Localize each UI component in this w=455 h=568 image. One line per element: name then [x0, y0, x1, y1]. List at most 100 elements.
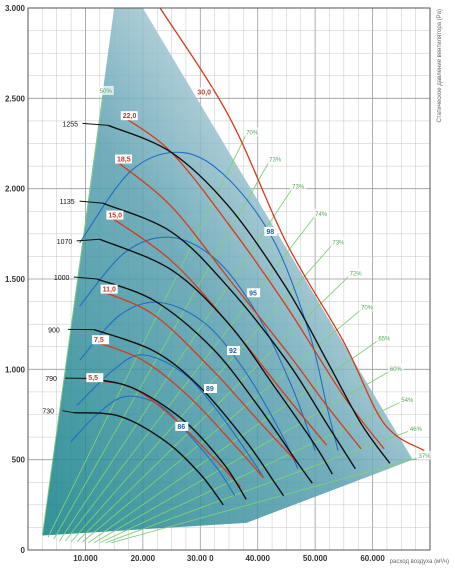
- percent-line: [70, 244, 333, 543]
- percent-label-bg: [97, 85, 114, 95]
- x-tick-label: 40.000: [245, 554, 270, 563]
- y-tick-label: 500: [12, 456, 26, 465]
- percent-label-bg: [313, 208, 330, 218]
- rpm-leader-line: [82, 122, 109, 126]
- percent-line: [76, 275, 350, 543]
- percent-line-label: 74%: [315, 212, 328, 218]
- percent-line-label: 73%: [332, 241, 345, 247]
- percent-line: [111, 457, 419, 544]
- y-axis-label: Статическое давление вентилятора (Pa): [437, 9, 443, 123]
- percent-label-bg: [290, 181, 307, 191]
- curve-labels-layer: 50% 70% 73% 73% 74% 73% 72% 70% 65% 60% 54% 46% 37% 9…: [42, 85, 433, 460]
- x-tick-label: 10.000: [73, 554, 98, 563]
- rpm-curve: [102, 202, 356, 470]
- rpm-leader-line: [79, 200, 103, 204]
- x-tick-label: 30.00 0: [187, 554, 214, 563]
- efficiency-curve-label: 89: [206, 386, 214, 393]
- y-tick-label: 2.000: [5, 185, 26, 194]
- percent-label-bg: [359, 302, 376, 312]
- power-label-bg: [100, 284, 118, 294]
- x-tick-label: 50.000: [303, 554, 328, 563]
- percent-label-bg: [387, 364, 404, 374]
- percent-line-label: 73%: [269, 158, 282, 164]
- rpm-curve-label: 730: [42, 409, 54, 416]
- rpm-leader-line: [73, 276, 97, 280]
- efficiency-curve-label: 86: [177, 424, 185, 431]
- percent-line-label: 70%: [361, 306, 374, 312]
- power-curve-label: 11,0: [103, 287, 116, 294]
- rpm-curve-label: 1135: [60, 199, 75, 206]
- power-label-bg: [120, 111, 138, 121]
- x-tick-label: 60.000: [360, 554, 385, 563]
- efficiency-label-bg: [227, 346, 240, 356]
- rpm-curve: [93, 328, 285, 497]
- power-curve-label: 7,5: [94, 337, 104, 344]
- efficiency-label-bg: [247, 288, 261, 298]
- percent-line: [41, 98, 104, 536]
- power-curve-label: 5,5: [88, 375, 98, 382]
- percent-label-bg: [416, 450, 433, 460]
- percent-line: [105, 430, 411, 544]
- power-label-bg: [92, 335, 110, 345]
- rpm-leader-line: [76, 238, 100, 242]
- percent-line-label: 37%: [419, 454, 432, 460]
- power-label-bg: [195, 87, 213, 97]
- percent-line: [93, 370, 391, 544]
- y-tick-label: 0: [21, 546, 26, 555]
- efficiency-curve: [76, 354, 264, 479]
- power-label-bg: [115, 154, 133, 164]
- y-tick-label: 1.500: [5, 275, 26, 284]
- rpm-curve: [73, 411, 224, 506]
- axes: 10.000 20.000 30.00 0 40.000 50.000 60.000 0 50…: [5, 4, 431, 563]
- percent-label-bg: [407, 423, 424, 433]
- percent-line: [82, 309, 362, 543]
- rpm-curve-label: 900: [48, 327, 60, 334]
- efficiency-curve: [79, 301, 299, 469]
- efficiency-curve: [79, 236, 316, 451]
- rpm-curve-label: 1255: [62, 121, 78, 128]
- percent-label-bg: [376, 333, 393, 343]
- percent-line: [59, 188, 293, 542]
- power-curve: [96, 341, 264, 479]
- percent-label-bg: [244, 127, 261, 137]
- percent-label-bg: [399, 394, 416, 404]
- power-curve-label: 30,0: [197, 90, 211, 97]
- percent-line-label: 72%: [350, 271, 363, 277]
- percent-line-label: 60%: [390, 367, 403, 373]
- rpm-curve-label: 790: [45, 376, 57, 383]
- x-axis-label: расход воздуха (м³/ч): [390, 559, 449, 565]
- efficiency-label-bg: [204, 384, 218, 394]
- percent-label-bg: [267, 154, 284, 164]
- efficiency-curve: [79, 151, 339, 451]
- percent-line-label: 54%: [401, 398, 414, 404]
- percent-line-label: 46%: [410, 427, 423, 433]
- y-tick-label: 3.000: [5, 4, 26, 13]
- efficiency-curve-label: 95: [249, 290, 257, 297]
- power-curve: [159, 7, 425, 452]
- percent-line: [99, 401, 402, 544]
- rpm-leader-line: [62, 410, 75, 414]
- percent-line-label: 50%: [100, 89, 113, 95]
- rpm-curves-layer: [62, 122, 391, 506]
- power-curve: [116, 161, 362, 450]
- efficiency-curves-layer: [70, 151, 339, 497]
- percent-line: [47, 134, 247, 538]
- rpm-curve: [99, 238, 333, 475]
- power-label-bg: [106, 210, 124, 220]
- power-curve-label: 15,0: [108, 213, 122, 220]
- percent-line-label: 70%: [246, 130, 259, 136]
- percent-line-label: 73%: [292, 185, 305, 191]
- percent-label-bg: [330, 237, 347, 247]
- efficiency-curve-label: 92: [229, 348, 237, 355]
- percent-line: [53, 161, 270, 540]
- x-tick-label: 20.000: [131, 554, 156, 563]
- percent-line-label: 65%: [378, 336, 391, 342]
- efficiency-curve: [70, 395, 236, 497]
- rpm-curve-label: 1070: [57, 239, 73, 246]
- power-curve-label: 18,5: [117, 157, 131, 164]
- rpm-curve-label: 1000: [54, 275, 70, 282]
- power-curve: [102, 291, 299, 464]
- y-tick-label: 2.500: [5, 94, 26, 103]
- plot-frame: [27, 7, 431, 551]
